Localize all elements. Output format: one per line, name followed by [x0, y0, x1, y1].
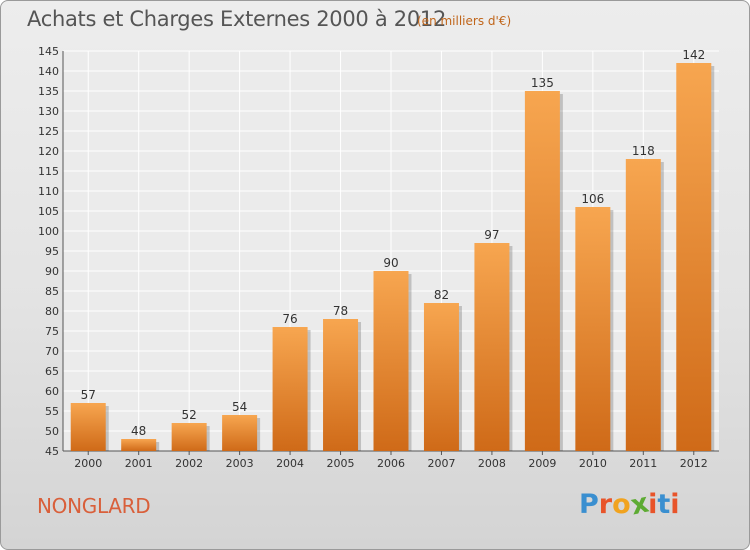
y-tick-label: 120 [38, 145, 59, 158]
value-label: 57 [81, 388, 96, 402]
value-label: 118 [632, 144, 655, 158]
y-tick-label: 145 [38, 45, 59, 58]
bar-2008 [474, 243, 510, 451]
value-label: 48 [131, 424, 146, 438]
y-tick-label: 95 [45, 245, 59, 258]
y-tick-label: 75 [45, 325, 59, 338]
value-label: 76 [282, 312, 297, 326]
proxiti-logo: Proxiti [579, 488, 680, 522]
bar-2010 [575, 207, 611, 451]
chart-subtitle: (en milliers d'€) [417, 14, 512, 28]
value-label: 90 [383, 256, 398, 270]
y-tick-label: 45 [45, 445, 59, 458]
x-tick-label: 2012 [680, 457, 708, 470]
logo-letter: P [579, 489, 599, 520]
y-tick-label: 140 [38, 65, 59, 78]
x-tick-label: 2010 [579, 457, 607, 470]
value-label: 142 [682, 48, 705, 62]
y-tick-label: 50 [45, 425, 59, 438]
bar-2012 [676, 63, 712, 451]
value-label: 82 [434, 288, 449, 302]
y-tick-label: 115 [38, 165, 59, 178]
y-tick-label: 135 [38, 85, 59, 98]
value-label: 78 [333, 304, 348, 318]
x-tick-label: 2000 [74, 457, 102, 470]
y-tick-label: 70 [45, 345, 59, 358]
x-tick-label: 2006 [377, 457, 405, 470]
x-tick-label: 2007 [427, 457, 455, 470]
y-tick-label: 65 [45, 365, 59, 378]
bar-2003 [222, 415, 258, 451]
y-tick-label: 60 [45, 385, 59, 398]
x-tick-label: 2005 [327, 457, 355, 470]
value-label: 52 [182, 408, 197, 422]
bar-2004 [272, 327, 308, 451]
bar-2007 [423, 303, 459, 451]
y-tick-label: 110 [38, 185, 59, 198]
y-tick-label: 90 [45, 265, 59, 278]
value-label: 106 [581, 192, 604, 206]
value-label: 54 [232, 400, 247, 414]
commune-name: NONGLARD [37, 494, 151, 518]
bar-2002 [171, 423, 207, 451]
bar-2000 [70, 403, 106, 451]
bars [70, 63, 715, 451]
x-tick-label: 2008 [478, 457, 506, 470]
bar-2005 [323, 319, 359, 451]
logo-letter: r [598, 489, 613, 520]
logo-letter: i [648, 489, 658, 520]
x-tick-label: 2009 [528, 457, 556, 470]
x-tick-label: 2011 [629, 457, 657, 470]
bar-2001 [121, 439, 157, 451]
x-tick-label: 2002 [175, 457, 203, 470]
value-label: 97 [484, 228, 499, 242]
logo-letter: o [612, 489, 631, 520]
y-tick-label: 130 [38, 105, 59, 118]
bar-2011 [625, 159, 661, 451]
y-tick-label: 85 [45, 285, 59, 298]
logo-letter: t [657, 489, 671, 520]
bar-2006 [373, 271, 409, 451]
y-tick-label: 80 [45, 305, 59, 318]
value-label: 135 [531, 76, 554, 90]
y-tick-label: 55 [45, 405, 59, 418]
logo-letter: i [670, 489, 680, 520]
x-tick-label: 2003 [226, 457, 254, 470]
x-tick-label: 2001 [125, 457, 153, 470]
labels: 45 50 55 60 65 70 75 80 85 90 95 100 105 110 115 120 125… [38, 45, 708, 470]
x-tick-label: 2004 [276, 457, 304, 470]
y-tick-label: 125 [38, 125, 59, 138]
y-tick-label: 105 [38, 205, 59, 218]
bar-2009 [524, 91, 560, 451]
chart-title: Achats et Charges Externes 2000 à 2012 [27, 7, 447, 31]
y-tick-label: 100 [38, 225, 59, 238]
